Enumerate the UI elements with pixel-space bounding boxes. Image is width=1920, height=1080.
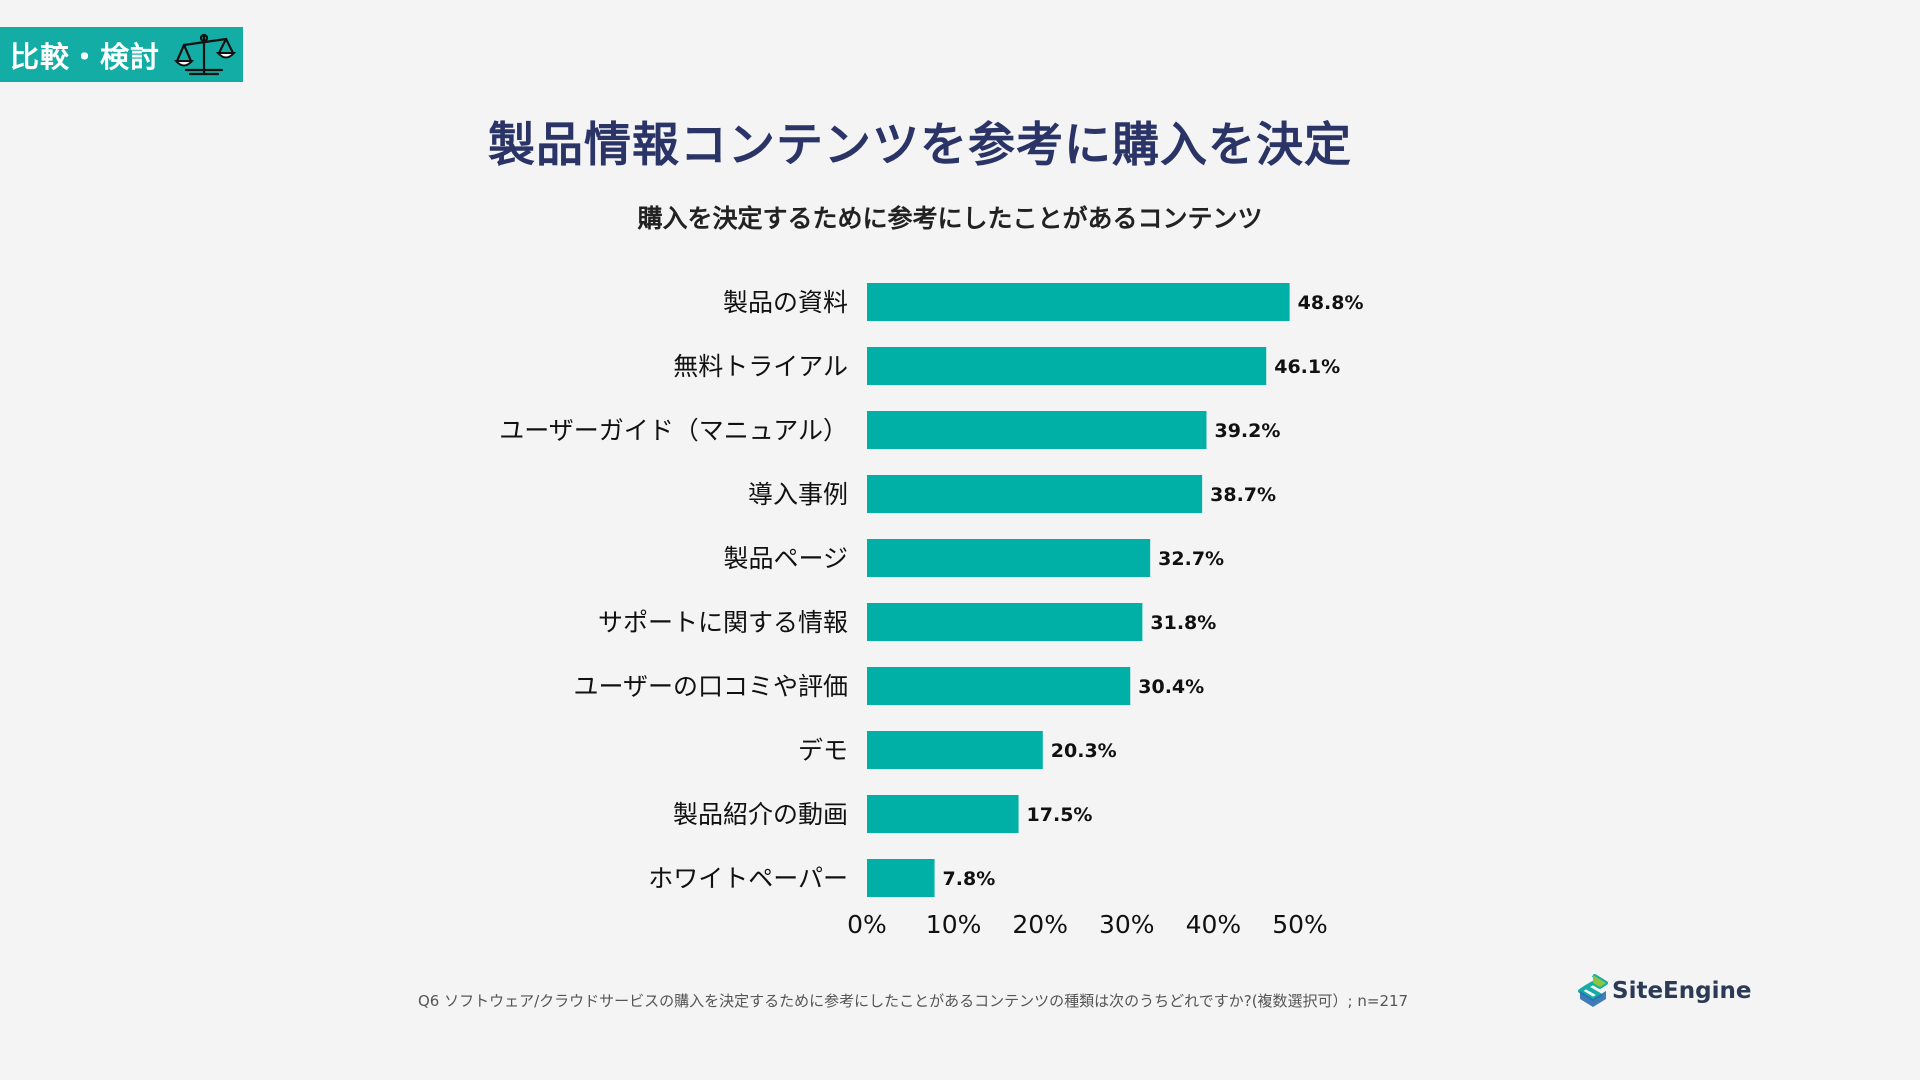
page-title: 製品情報コンテンツを参考に購入を決定 xyxy=(488,118,1352,173)
siteengine-logo-icon xyxy=(1578,974,1608,1007)
bar xyxy=(867,539,1151,577)
x-tick-label: 30% xyxy=(1099,910,1155,939)
data-label: 7.8% xyxy=(943,868,996,890)
x-tick-label: 20% xyxy=(1012,910,1068,939)
x-tick-label: 50% xyxy=(1272,910,1328,939)
bar xyxy=(867,475,1203,513)
bar xyxy=(867,283,1290,321)
x-tick-label: 0% xyxy=(847,910,887,939)
data-label: 17.5% xyxy=(1027,804,1093,826)
category-label: デモ xyxy=(798,736,848,765)
section-badge: 比較・検討 xyxy=(0,27,243,82)
category-label: サポートに関する情報 xyxy=(598,608,848,637)
bar xyxy=(867,347,1267,385)
data-label: 48.8% xyxy=(1298,292,1364,314)
category-label: 製品ページ xyxy=(723,544,848,573)
logo-text: SiteEngine xyxy=(1612,978,1752,1004)
category-label: 無料トライアル xyxy=(673,352,848,381)
category-label: ユーザーガイド（マニュアル） xyxy=(499,416,848,445)
category-label: 導入事例 xyxy=(748,480,848,509)
data-label: 31.8% xyxy=(1150,612,1216,634)
x-tick-label: 10% xyxy=(926,910,982,939)
category-label: 製品の資料 xyxy=(723,288,848,317)
siteengine-logo: SiteEngine xyxy=(1578,974,1751,1008)
bar xyxy=(867,859,935,897)
bar xyxy=(867,411,1207,449)
chart-title: 購入を決定するために参考にしたことがあるコンテンツ xyxy=(637,204,1263,233)
category-label: ホワイトペーパー xyxy=(648,864,848,893)
data-label: 38.7% xyxy=(1210,484,1276,506)
category-label: ユーザーの口コミや評価 xyxy=(573,672,848,701)
bar xyxy=(867,731,1043,769)
x-tick-label: 40% xyxy=(1186,910,1242,939)
bar xyxy=(867,603,1143,641)
footnote: Q6 ソフトウェア/クラウドサービスの購入を決定するために参考にしたことがあるコ… xyxy=(418,992,1409,1010)
section-badge-label: 比較・検討 xyxy=(10,39,161,74)
bar xyxy=(867,795,1019,833)
data-label: 30.4% xyxy=(1138,676,1204,698)
category-label: 製品紹介の動画 xyxy=(673,800,848,829)
data-label: 39.2% xyxy=(1214,420,1280,442)
data-label: 20.3% xyxy=(1051,740,1117,762)
data-label: 32.7% xyxy=(1158,548,1224,570)
balance-scale-icon xyxy=(173,33,237,75)
bar xyxy=(867,667,1131,705)
data-label: 46.1% xyxy=(1274,356,1340,378)
